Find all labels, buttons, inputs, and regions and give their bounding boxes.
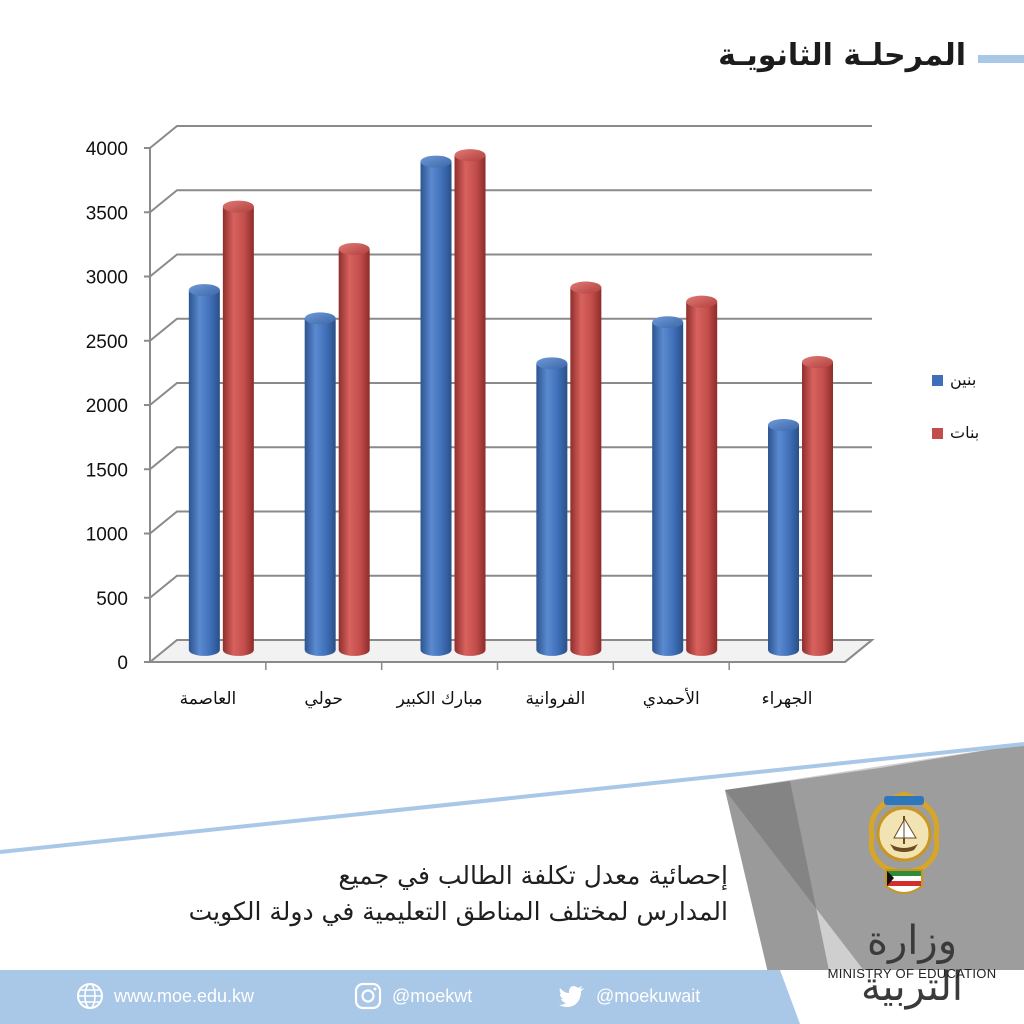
legend-swatch-girls [932,428,943,439]
y-tick-label: 4000 [86,139,128,160]
instagram-link[interactable]: @moekwt [352,978,472,1014]
y-tick-label: 1500 [86,460,128,481]
floor-edge [844,639,873,663]
twitter-link[interactable]: @moekuwait [556,978,700,1014]
y-tick-label: 2000 [86,396,128,417]
bar-cap [536,357,568,370]
ministry-name-arabic: وزارة التربية [860,918,964,1010]
grid-line [149,382,872,406]
caption: إحصائية معدل تكلفة الطالب في جميع المدار… [128,858,728,930]
grid-line [149,253,872,278]
bars [188,149,834,656]
bar-boys [536,357,568,656]
bar-boys [768,419,800,656]
website-link[interactable]: www.moe.edu.kw [74,978,254,1014]
y-tick-label: 3000 [86,268,128,289]
y-tick-label: 1000 [86,525,128,546]
grid-line [149,317,872,342]
y-tick-label: 3500 [86,203,128,224]
bar-cap [454,149,486,162]
bar-body [768,425,800,656]
bar-cap [338,242,370,255]
legend-swatch-boys [932,375,943,386]
bar-body [454,155,486,656]
legend-label-girls: بنات [950,423,979,442]
bar-body [222,206,254,656]
bar-girls [222,200,254,656]
bar-cap [652,316,684,329]
bar-boys [188,284,220,656]
bar-body [338,248,370,656]
y-tick-label: 2500 [86,332,128,353]
grid-line [149,574,872,599]
x-tick-label: مبارك الكبير [396,689,483,709]
y-tick-label: 500 [96,589,128,610]
chart-grid [147,125,875,663]
website-text: www.moe.edu.kw [114,985,255,1006]
grid-line [149,125,872,149]
bar-boys [420,155,452,656]
bar-body [304,318,336,656]
bar-body [420,161,452,656]
bar-cap [222,200,254,213]
grid-line [149,510,872,535]
bar-girls [802,356,834,656]
bar-cap [304,312,336,325]
bar-cap [686,295,718,308]
globe-icon [74,980,106,1012]
twitter-icon [556,980,588,1012]
caption-line-2: المدارس لمختلف المناطق التعليمية في دولة… [188,897,728,926]
x-tick-label: حولي [304,689,343,709]
x-axis: العاصمة حولي مبارك الكبير الفروانية الأحمدي ا… [180,662,813,709]
instagram-icon [352,980,384,1012]
bar-body [536,363,568,656]
bar-body [652,322,684,656]
legend: بنين بنات [932,370,979,442]
bar-girls [570,281,602,656]
instagram-text: @moekwt [392,985,473,1006]
x-tick-label: الأحمدي [643,688,700,709]
x-tick-label: الفروانية [526,689,586,709]
bar-girls [338,242,370,656]
bar-body [802,362,834,656]
chart-floor [147,639,875,663]
bar-cap [768,419,800,432]
twitter-text: @moekuwait [596,985,701,1006]
x-tick-label: الجهراء [762,689,813,709]
y-tick-label: 0 [117,653,128,674]
bar-cap [420,155,452,168]
page-title: المرحلـة الثانويـة [718,38,966,73]
grid-line [149,446,872,471]
y-axis: 0 500 1000 1500 2000 2500 3000 3500 4000 [86,139,150,674]
bar-body [686,301,718,656]
grid-line [149,189,872,214]
bar-body [570,287,602,656]
caption-line-1: إحصائية معدل تكلفة الطالب في جميع [338,861,728,890]
bar-cap [570,281,602,294]
ministry-name-english: MINISTRY OF EDUCATION [827,966,997,981]
legend-label-boys: بنين [950,370,976,390]
bar-girls [686,295,718,656]
bar-body [188,290,220,656]
bar-cap [802,356,834,369]
bar-boys [304,312,336,656]
x-tick-label: العاصمة [180,689,237,709]
title-accent-bar [978,55,1024,63]
bar-boys [652,316,684,656]
bar-cap [188,284,220,297]
decorative-band [0,742,1024,1024]
bar-chart: 0 500 1000 1500 2000 2500 3000 3500 4000 العاصمة… [86,125,979,709]
kuwait-emblem-icon [868,791,940,894]
bar-girls [454,149,486,656]
